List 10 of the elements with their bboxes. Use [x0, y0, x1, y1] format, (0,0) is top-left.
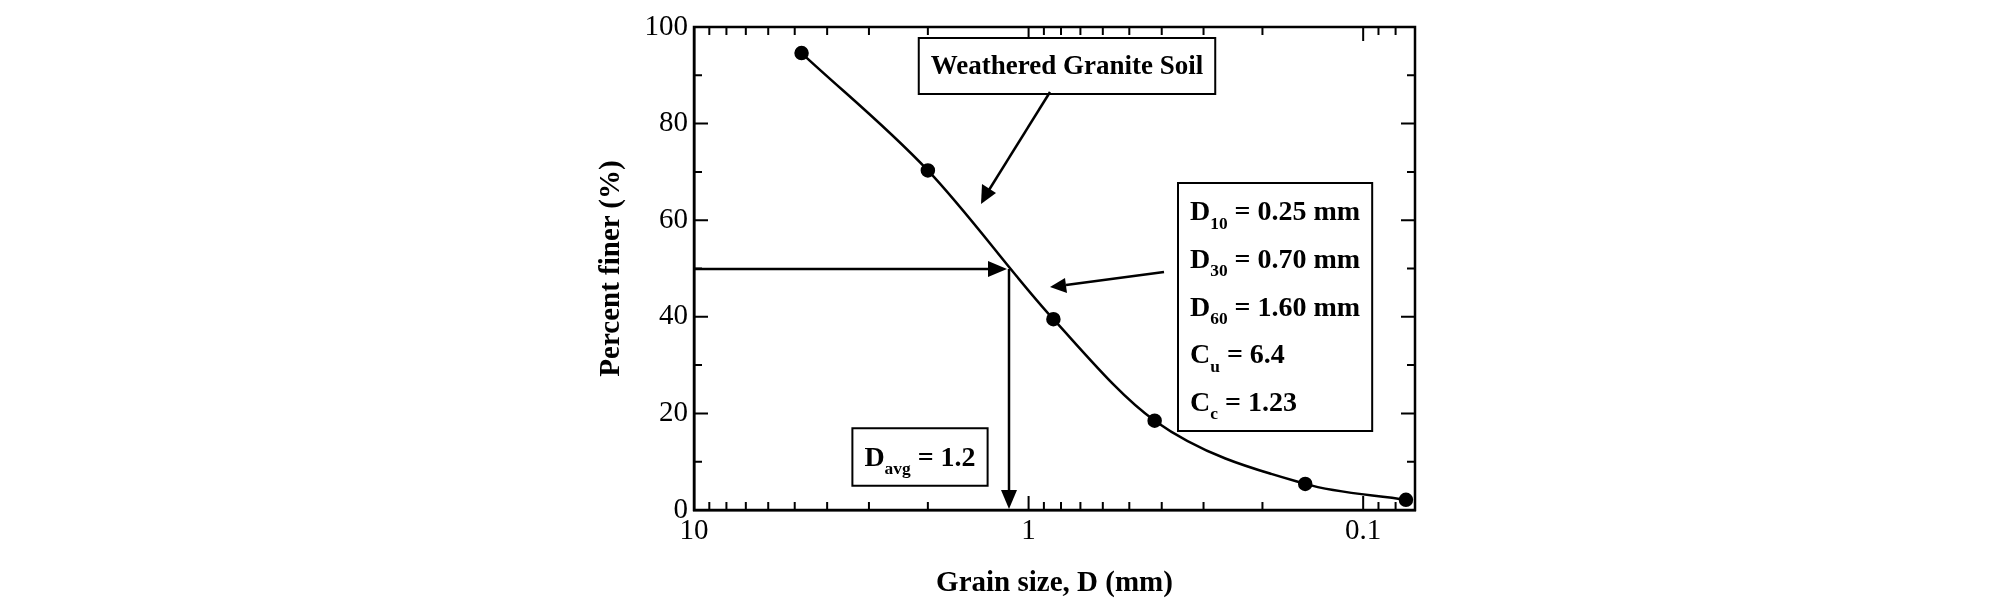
y-tick-label: 60: [659, 201, 688, 234]
y-tick-label: 100: [644, 8, 688, 41]
annotation: Weathered Granite Soil: [930, 50, 1204, 81]
x-axis-title: Grain size, D (mm): [936, 565, 1173, 599]
y-tick-label: 20: [659, 395, 688, 428]
y-axis-title: Percent finer (%): [592, 160, 626, 377]
y-tick-label: 80: [659, 105, 688, 138]
x-tick-label: 1: [1021, 513, 1036, 546]
x-tick-label: 0.1: [1345, 513, 1382, 546]
y-tick-label: 40: [659, 298, 688, 331]
